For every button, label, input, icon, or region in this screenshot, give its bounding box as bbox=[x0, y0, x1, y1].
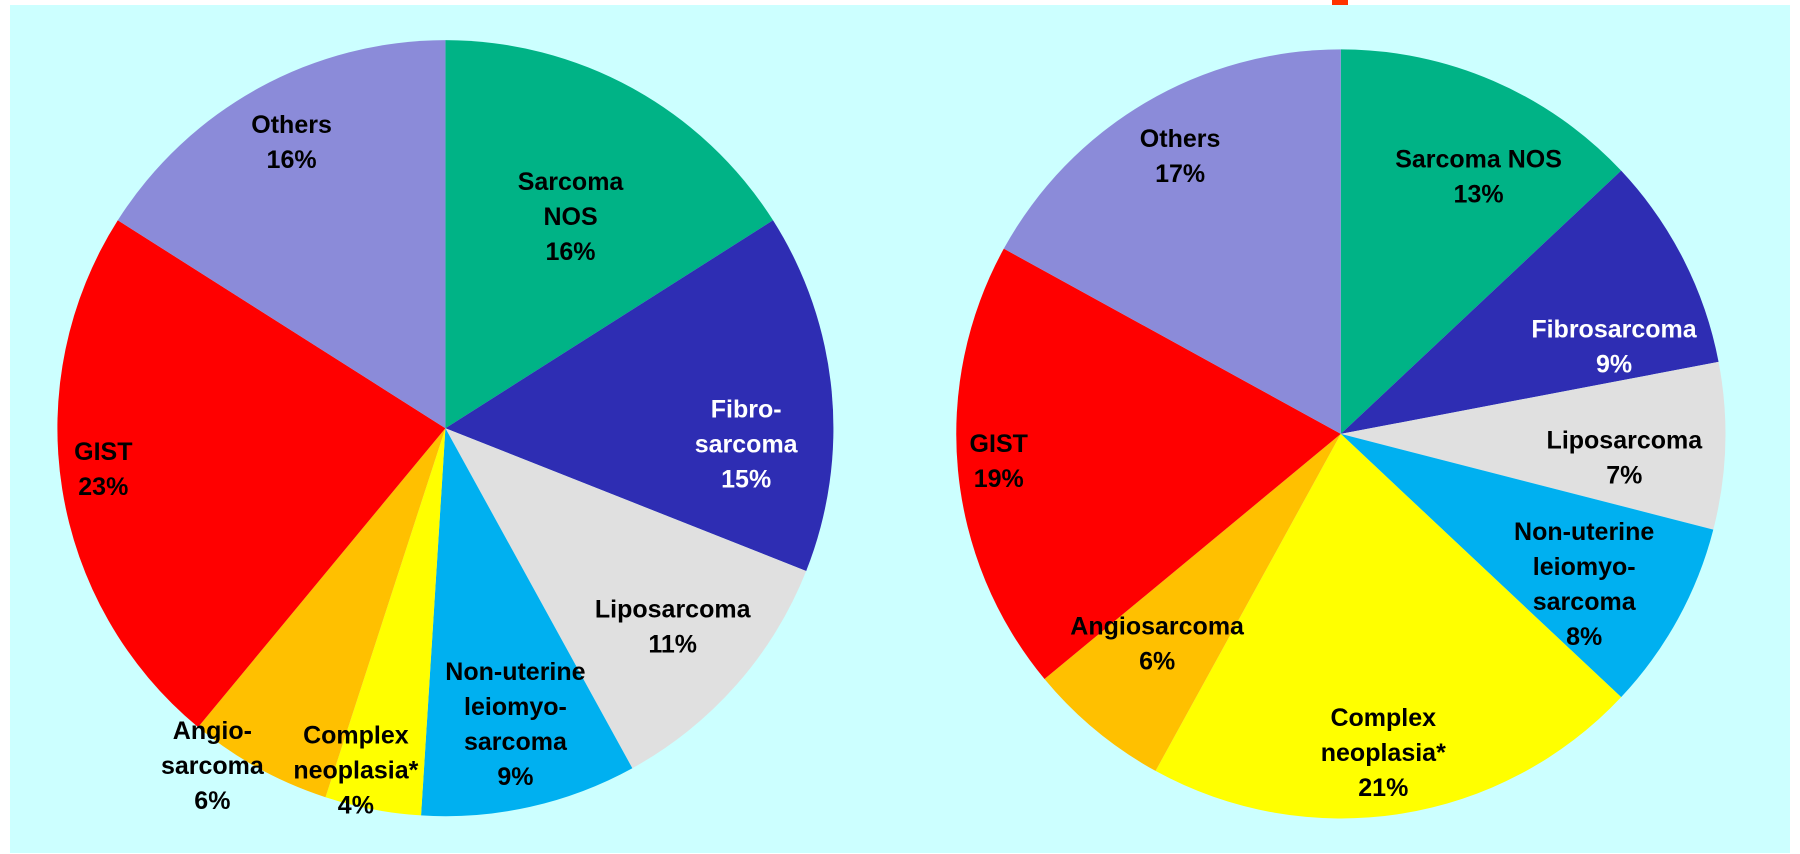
slice-label: GIST 23% bbox=[74, 438, 132, 501]
slice-label: Complex neoplasia* 4% bbox=[293, 721, 418, 819]
value-label: 8% bbox=[1566, 623, 1602, 651]
pie-slice bbox=[445, 428, 807, 769]
value-label: 23% bbox=[78, 473, 128, 501]
pie-slice bbox=[1340, 433, 1714, 698]
value-label: 9% bbox=[1596, 350, 1632, 378]
slice-label: Angio-sarcoma 6% bbox=[161, 716, 265, 814]
slice-label: Complex neoplasia* 21% bbox=[1321, 704, 1446, 802]
slice-label: Sarcoma NOS 16% bbox=[518, 168, 625, 266]
category-label: Non-uterine bbox=[445, 658, 585, 686]
category-label: Complex bbox=[303, 721, 409, 749]
category-label: Liposarcoma bbox=[595, 595, 752, 623]
value-label: 7% bbox=[1606, 461, 1642, 489]
category-label: Angio- bbox=[173, 716, 252, 744]
pie-slice bbox=[1340, 361, 1726, 530]
value-label: 6% bbox=[194, 786, 230, 814]
value-label: 16% bbox=[267, 146, 317, 174]
category-label: sarcoma bbox=[1533, 588, 1637, 616]
category-label: sarcoma bbox=[464, 728, 568, 756]
category-label: Fibro- bbox=[711, 395, 782, 423]
category-label: leiomyo- bbox=[1533, 553, 1636, 581]
category-label: Others bbox=[1140, 124, 1221, 152]
value-label: 13% bbox=[1454, 180, 1504, 208]
slice-label: Non-uterine leiomyo-sarcoma 8% bbox=[1514, 518, 1654, 651]
slice-label: Fibro-sarcoma 15% bbox=[695, 395, 799, 493]
slice-label: Others 16% bbox=[251, 111, 332, 174]
pie-slice bbox=[1340, 170, 1719, 434]
value-label: 4% bbox=[338, 791, 374, 819]
pie-slice bbox=[198, 428, 446, 798]
category-label: GIST bbox=[74, 438, 132, 466]
pie-slice bbox=[421, 428, 633, 817]
pie-slice bbox=[325, 428, 446, 816]
category-label: leiomyo- bbox=[464, 693, 567, 721]
pie-slice bbox=[117, 40, 446, 429]
category-label: Sarcoma NOS bbox=[1395, 145, 1562, 173]
category-label: neoplasia* bbox=[1321, 739, 1446, 767]
category-label: Liposarcoma bbox=[1547, 426, 1704, 454]
value-label: 6% bbox=[1139, 647, 1175, 675]
pie-slice bbox=[57, 220, 446, 728]
pie-slice bbox=[445, 40, 774, 429]
value-label: 16% bbox=[546, 238, 596, 266]
value-label: 15% bbox=[721, 465, 771, 493]
value-label: 21% bbox=[1358, 774, 1408, 802]
category-label: Sarcoma bbox=[518, 168, 625, 196]
pie-slice bbox=[445, 220, 834, 572]
category-label: Non-uterine bbox=[1514, 518, 1654, 546]
pie-slice bbox=[1155, 433, 1622, 819]
pie-slice bbox=[1003, 49, 1341, 434]
category-label: Fibrosarcoma bbox=[1531, 315, 1697, 343]
value-label: 17% bbox=[1155, 159, 1205, 187]
slice-label: Sarcoma NOS 13% bbox=[1395, 145, 1562, 208]
category-label: neoplasia* bbox=[293, 756, 418, 784]
pie-slice bbox=[1340, 49, 1622, 434]
category-label: NOS bbox=[543, 203, 597, 231]
pie-slice bbox=[1044, 433, 1341, 771]
slice-label: Non-uterine leiomyo-sarcoma 9% bbox=[445, 658, 585, 791]
decoration bbox=[1332, 0, 1348, 5]
category-label: Angiosarcoma bbox=[1070, 612, 1245, 640]
value-label: 19% bbox=[974, 465, 1024, 493]
slice-label: Angiosarcoma 6% bbox=[1070, 612, 1245, 675]
value-label: 9% bbox=[497, 763, 533, 791]
category-label: Complex bbox=[1330, 704, 1436, 732]
slice-label: GIST 19% bbox=[970, 430, 1028, 493]
category-label: sarcoma bbox=[695, 430, 799, 458]
slice-label: Liposarcoma 7% bbox=[1547, 426, 1704, 489]
slice-label: Liposarcoma 11% bbox=[595, 595, 752, 658]
category-label: GIST bbox=[970, 430, 1028, 458]
slice-label: Others 17% bbox=[1140, 124, 1221, 187]
pie-slice bbox=[956, 248, 1341, 680]
category-label: Others bbox=[251, 111, 332, 139]
value-label: 11% bbox=[648, 630, 697, 658]
category-label: sarcoma bbox=[161, 751, 265, 779]
slice-label: Fibrosarcoma 9% bbox=[1531, 315, 1697, 378]
